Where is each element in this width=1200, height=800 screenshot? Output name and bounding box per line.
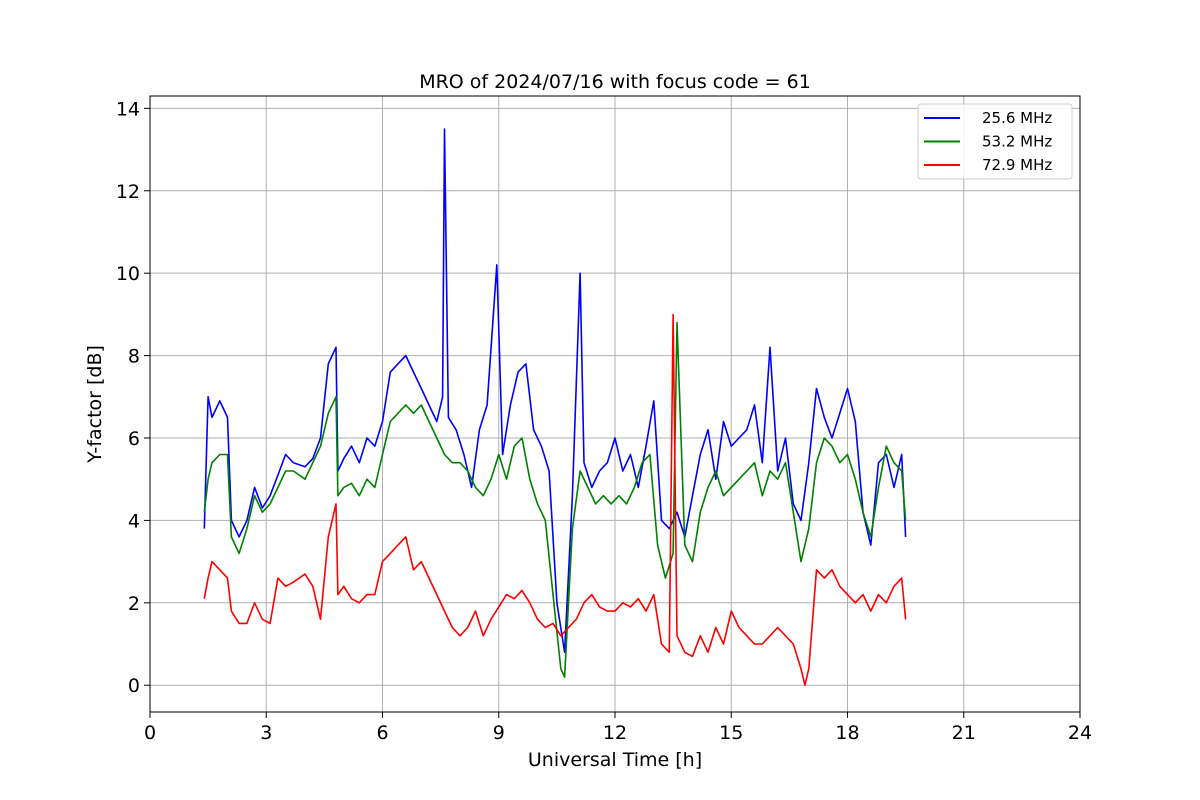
plot-series bbox=[203, 128, 907, 687]
y-tick-label: 2 bbox=[128, 593, 140, 615]
x-tick-label: 24 bbox=[1068, 722, 1092, 744]
x-tick-label: 18 bbox=[835, 722, 859, 744]
x-tick-label: 21 bbox=[952, 722, 976, 744]
x-tick-label: 12 bbox=[603, 722, 627, 744]
series-line-25-6-mhz bbox=[203, 128, 907, 654]
y-tick-label: 14 bbox=[116, 98, 140, 120]
x-tick-label: 15 bbox=[719, 722, 743, 744]
legend-label: 72.9 MHz bbox=[982, 156, 1052, 174]
y-axis-label: Y-factor [dB] bbox=[84, 345, 106, 464]
series-line-53-2-mhz bbox=[203, 321, 907, 678]
x-axis-label: Universal Time [h] bbox=[528, 749, 702, 771]
x-tick-label: 9 bbox=[493, 722, 505, 744]
y-tick-label: 4 bbox=[128, 510, 140, 532]
y-tick-label: 12 bbox=[116, 181, 140, 203]
y-axis-ticks: 0 2 4 6 8 10 12 14 bbox=[116, 98, 150, 697]
legend: 25.6 MHz 53.2 MHz 72.9 MHz bbox=[917, 103, 1073, 180]
y-tick-label: 0 bbox=[128, 675, 140, 697]
legend-label: 53.2 MHz bbox=[982, 133, 1052, 151]
x-tick-label: 3 bbox=[260, 722, 272, 744]
series-line-72-9-mhz bbox=[203, 313, 907, 687]
legend-label: 25.6 MHz bbox=[982, 109, 1052, 127]
y-tick-label: 6 bbox=[128, 428, 140, 450]
x-axis-ticks: 0 3 6 9 12 15 18 21 24 bbox=[144, 712, 1092, 744]
grid-lines bbox=[149, 96, 1081, 712]
legend-box bbox=[917, 103, 1073, 180]
y-tick-label: 10 bbox=[116, 263, 140, 285]
x-tick-label: 6 bbox=[376, 722, 388, 744]
chart-title: MRO of 2024/07/16 with focus code = 61 bbox=[419, 71, 811, 93]
x-tick-label: 0 bbox=[144, 722, 156, 744]
y-tick-label: 8 bbox=[128, 346, 140, 368]
